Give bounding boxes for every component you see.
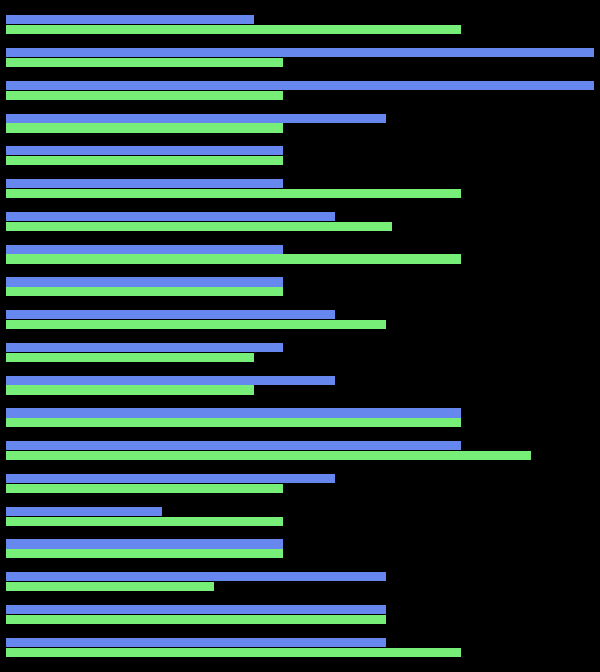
Bar: [6, 146, 283, 155]
Bar: [6, 212, 335, 221]
Bar: [6, 179, 283, 188]
Bar: [6, 156, 283, 165]
Bar: [6, 353, 254, 362]
Bar: [6, 507, 161, 516]
Bar: [6, 540, 283, 548]
Bar: [6, 549, 283, 558]
Bar: [6, 81, 594, 90]
Bar: [6, 287, 283, 296]
Bar: [6, 418, 461, 427]
Bar: [6, 124, 283, 132]
Bar: [6, 255, 461, 263]
Bar: [6, 386, 254, 394]
Bar: [6, 278, 283, 286]
Bar: [6, 343, 283, 352]
Bar: [6, 114, 386, 123]
Bar: [6, 474, 335, 483]
Bar: [6, 189, 461, 198]
Bar: [6, 15, 254, 24]
Bar: [6, 245, 283, 254]
Bar: [6, 58, 283, 67]
Bar: [6, 222, 392, 230]
Bar: [6, 91, 283, 99]
Bar: [6, 648, 461, 657]
Bar: [6, 376, 335, 385]
Bar: [6, 517, 283, 526]
Bar: [6, 605, 386, 614]
Bar: [6, 409, 461, 417]
Bar: [6, 573, 386, 581]
Bar: [6, 582, 214, 591]
Bar: [6, 442, 461, 450]
Bar: [6, 615, 386, 624]
Bar: [6, 48, 594, 57]
Bar: [6, 310, 335, 319]
Bar: [6, 320, 386, 329]
Bar: [6, 451, 530, 460]
Bar: [6, 638, 386, 647]
Bar: [6, 25, 461, 34]
Bar: [6, 484, 283, 493]
